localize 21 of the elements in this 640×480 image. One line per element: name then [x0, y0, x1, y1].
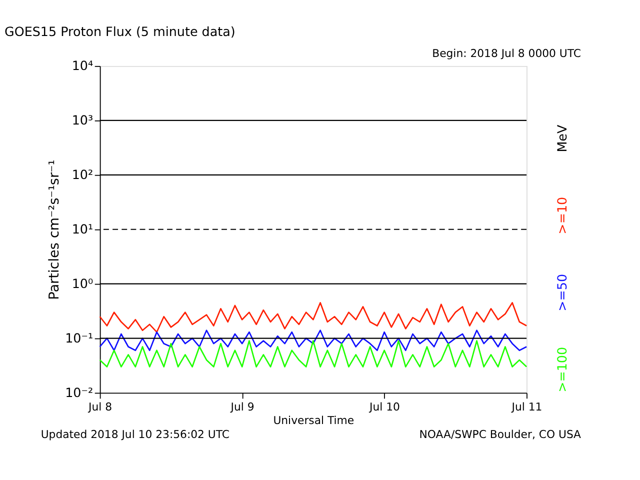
y-tick-label: 10³	[72, 112, 94, 128]
text: >=10	[554, 196, 570, 234]
x-tick-label: Jul 10	[368, 400, 400, 414]
y-tick-label: 10⁻²	[65, 384, 94, 400]
x-tick-label: Jul 8	[88, 400, 112, 414]
x-tick-label: Jul 9	[230, 400, 254, 414]
y-tick-label: 10⁴	[72, 58, 94, 74]
y-axis-title: Particles cm⁻²s⁻¹sr⁻¹	[46, 160, 63, 300]
text: Updated 2018 Jul 10 23:56:02 UTC	[40, 428, 230, 442]
x-tick-label: Jul 11	[510, 400, 542, 414]
chart-title: GOES15 Proton Flux (5 minute data)	[4, 24, 236, 40]
x-axis-title: Universal Time	[273, 414, 354, 428]
text: >=100	[554, 346, 570, 392]
text: Begin: 2018 Jul 8 0000 UTC	[432, 46, 581, 60]
legend-title: MeV	[554, 124, 570, 152]
y-tick-label: 10²	[72, 166, 94, 182]
y-tick-label: 10⁻¹	[65, 330, 94, 346]
text: NOAA/SWPC Boulder, CO USA	[419, 428, 582, 442]
text: >=50	[554, 274, 570, 312]
y-tick-label: 10⁰	[72, 276, 94, 291]
y-tick-label: 10¹	[72, 221, 94, 236]
